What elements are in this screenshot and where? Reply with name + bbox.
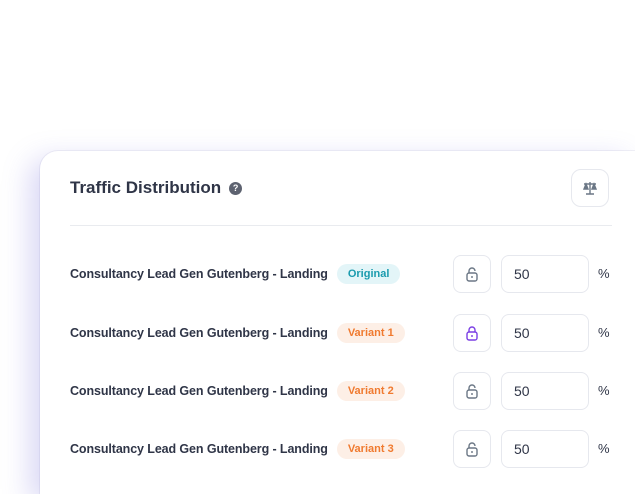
variant-row: Consultancy Lead Gen Gutenberg - Landing… <box>70 372 630 410</box>
lock-icon <box>466 325 478 341</box>
variant-badge: Variant 2 <box>336 381 405 401</box>
percent-unit: % <box>598 266 610 281</box>
variant-row: Consultancy Lead Gen Gutenberg - Landing… <box>70 430 630 468</box>
lock-toggle-button[interactable] <box>453 255 491 293</box>
percent-unit: % <box>598 441 610 456</box>
traffic-percent-input[interactable] <box>501 255 589 293</box>
lock-toggle-button[interactable] <box>453 430 491 468</box>
balance-traffic-button[interactable] <box>571 169 609 207</box>
variant-badge: Variant 1 <box>336 323 405 343</box>
help-icon[interactable]: ? <box>229 181 243 195</box>
variant-row: Consultancy Lead Gen Gutenberg - Landing… <box>70 314 630 352</box>
lock-toggle-button[interactable] <box>453 372 491 410</box>
card-title: Traffic Distribution ? <box>70 178 243 198</box>
variant-row: Consultancy Lead Gen Gutenberg - Landing… <box>70 255 630 293</box>
traffic-percent-input[interactable] <box>501 430 589 468</box>
traffic-percent-input[interactable] <box>501 372 589 410</box>
traffic-percent-input[interactable] <box>501 314 589 352</box>
traffic-distribution-card: Traffic Distribution ? Consultancy Lead … <box>40 151 635 494</box>
variant-badge: Variant 3 <box>336 439 405 459</box>
lock-toggle-button[interactable] <box>453 314 491 352</box>
unlock-icon <box>466 383 478 399</box>
unlock-icon <box>466 266 478 282</box>
scale-icon <box>582 182 598 195</box>
percent-unit: % <box>598 383 610 398</box>
page-name: Consultancy Lead Gen Gutenberg - Landing <box>70 442 328 456</box>
card-title-text: Traffic Distribution <box>70 178 222 197</box>
divider <box>70 225 612 226</box>
page-name: Consultancy Lead Gen Gutenberg - Landing <box>70 267 328 281</box>
unlock-icon <box>466 441 478 457</box>
variant-badge: Original <box>336 264 401 284</box>
percent-unit: % <box>598 325 610 340</box>
page-name: Consultancy Lead Gen Gutenberg - Landing <box>70 384 328 398</box>
page-name: Consultancy Lead Gen Gutenberg - Landing <box>70 326 328 340</box>
